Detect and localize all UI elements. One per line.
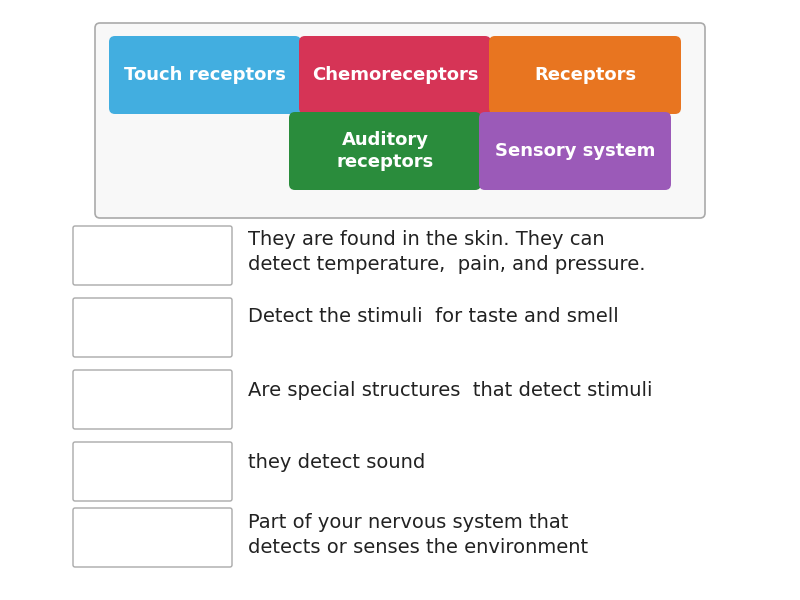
FancyBboxPatch shape bbox=[73, 298, 232, 357]
Text: Sensory system: Sensory system bbox=[495, 142, 655, 160]
FancyBboxPatch shape bbox=[73, 226, 232, 285]
Text: Auditory
receptors: Auditory receptors bbox=[336, 131, 434, 171]
FancyBboxPatch shape bbox=[299, 36, 491, 114]
Text: Receptors: Receptors bbox=[534, 66, 636, 84]
FancyBboxPatch shape bbox=[479, 112, 671, 190]
FancyBboxPatch shape bbox=[489, 36, 681, 114]
FancyBboxPatch shape bbox=[109, 36, 301, 114]
Text: Detect the stimuli  for taste and smell: Detect the stimuli for taste and smell bbox=[248, 307, 618, 326]
Text: They are found in the skin. They can
detect temperature,  pain, and pressure.: They are found in the skin. They can det… bbox=[248, 230, 646, 274]
FancyBboxPatch shape bbox=[73, 508, 232, 567]
FancyBboxPatch shape bbox=[73, 442, 232, 501]
FancyBboxPatch shape bbox=[95, 23, 705, 218]
Text: Chemoreceptors: Chemoreceptors bbox=[312, 66, 478, 84]
FancyBboxPatch shape bbox=[73, 370, 232, 429]
Text: Are special structures  that detect stimuli: Are special structures that detect stimu… bbox=[248, 380, 653, 400]
Text: Part of your nervous system that
detects or senses the environment: Part of your nervous system that detects… bbox=[248, 513, 588, 557]
Text: Touch receptors: Touch receptors bbox=[124, 66, 286, 84]
FancyBboxPatch shape bbox=[289, 112, 481, 190]
Text: they detect sound: they detect sound bbox=[248, 452, 426, 472]
